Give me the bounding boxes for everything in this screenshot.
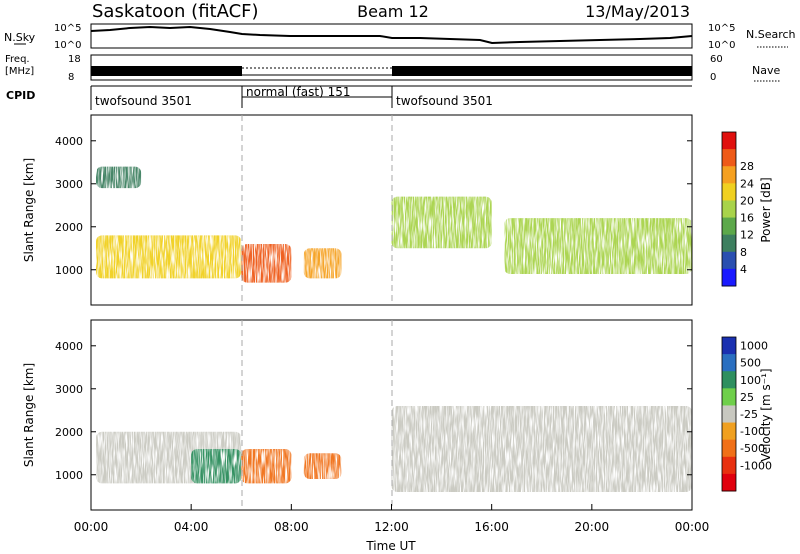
freq-strip: Freq. [MHz] 18 8 60 0 Nave bbox=[5, 54, 780, 83]
time-tick-label-6: 00:00 bbox=[675, 520, 710, 534]
power-region-5 bbox=[96, 166, 142, 189]
nsearch-tick-bottom: 10^0 bbox=[708, 40, 735, 51]
power-ylabel: Slant Range [km] bbox=[22, 158, 36, 262]
cpid-segment-1: twofsound 3501 bbox=[95, 94, 192, 108]
power-colorbar-tick-4: 20 bbox=[740, 194, 754, 207]
power-colorbar-tick-3: 16 bbox=[740, 212, 754, 225]
velocity-colorbar-swatch-8 bbox=[722, 473, 736, 492]
power-region-1 bbox=[241, 243, 292, 283]
velocity-ytick-label-2: 3000 bbox=[55, 383, 83, 396]
nsearch-tick-top: 10^5 bbox=[708, 23, 735, 34]
velocity-colorbar-swatch-3 bbox=[722, 388, 736, 406]
time-tick-label-5: 20:00 bbox=[575, 520, 610, 534]
cpid-strip: CPID twofsound 3501 normal (fast) 151 tw… bbox=[6, 85, 692, 110]
power-colorbar-tick-5: 24 bbox=[740, 177, 754, 190]
power-ytick-label-1: 2000 bbox=[55, 221, 83, 234]
power-colorbar-swatch-6 bbox=[722, 234, 736, 253]
velocity-colorbar-swatch-5 bbox=[722, 422, 736, 441]
velocity-ytick-label-1: 2000 bbox=[55, 426, 83, 439]
velocity-colorbar-swatch-4 bbox=[722, 405, 736, 424]
velocity-colorbar-tick-5: -100 bbox=[740, 425, 765, 438]
velocity-scatter-regions bbox=[96, 405, 692, 492]
power-region-2 bbox=[303, 248, 342, 279]
velocity-region-2 bbox=[241, 448, 292, 484]
power-colorbar-frame bbox=[721, 131, 737, 287]
nsky-label: N.Sky bbox=[4, 31, 36, 44]
velocity-ylabel: Slant Range [km] bbox=[22, 363, 36, 467]
velocity-colorbar-tick-4: -25 bbox=[740, 408, 758, 421]
power-colorbar-swatch-3 bbox=[722, 183, 736, 201]
nsky-tick-top: 10^5 bbox=[54, 23, 81, 34]
power-scatter-regions bbox=[96, 166, 692, 283]
velocity-colorbar-tick-3: 25 bbox=[740, 391, 754, 404]
time-tick-label-3: 12:00 bbox=[374, 520, 409, 534]
velocity-ytick-label-3: 4000 bbox=[55, 340, 83, 353]
nsky-tick-bottom: 10^0 bbox=[54, 40, 81, 51]
power-ytick-label-0: 1000 bbox=[55, 264, 83, 277]
freq-tick-top: 18 bbox=[68, 54, 81, 65]
velocity-colorbar-label: Velocity [m s⁻¹] bbox=[759, 368, 773, 461]
power-colorbar-tick-1: 8 bbox=[740, 246, 747, 259]
power-region-4 bbox=[504, 218, 692, 275]
power-colorbar-swatch-0 bbox=[722, 132, 736, 150]
time-tick-label-1: 04:00 bbox=[174, 520, 209, 534]
power-colorbar-swatch-8 bbox=[722, 268, 736, 287]
power-region-0 bbox=[96, 235, 242, 279]
beam-title: Beam 12 bbox=[357, 2, 429, 21]
power-ytick-label-2: 3000 bbox=[55, 178, 83, 191]
velocity-region-4 bbox=[391, 405, 692, 492]
time-tick-label-0: 00:00 bbox=[74, 520, 109, 534]
velocity-colorbar-swatch-2 bbox=[722, 371, 736, 389]
power-colorbar-swatch-2 bbox=[722, 166, 736, 184]
velocity-colorbar-tick-0: 1000 bbox=[740, 340, 768, 353]
power-colorbar-swatch-1 bbox=[722, 149, 736, 167]
freq-band-left bbox=[91, 66, 242, 76]
nave-label: Nave bbox=[752, 64, 780, 77]
nave-tick-bottom: 0 bbox=[710, 72, 716, 83]
freq-band-right bbox=[392, 66, 692, 76]
cpid-label: CPID bbox=[6, 89, 35, 102]
time-axis-label: Time UT bbox=[365, 539, 416, 553]
power-colorbar-tick-6: 28 bbox=[740, 160, 754, 173]
velocity-colorbar-swatch-0 bbox=[722, 337, 736, 355]
velocity-colorbar-tick-6: -500 bbox=[740, 442, 765, 455]
nsky-trace bbox=[90, 25, 693, 45]
velocity-colorbar-frame bbox=[721, 336, 737, 492]
power-ytick-label-3: 4000 bbox=[55, 135, 83, 148]
velocity-colorbar-swatch-1 bbox=[722, 354, 736, 372]
freq-label-line2: [MHz] bbox=[5, 66, 34, 77]
station-title: Saskatoon (fitACF) bbox=[92, 1, 259, 22]
power-colorbar-tick-2: 12 bbox=[740, 229, 754, 242]
nave-tick-top: 60 bbox=[710, 54, 723, 65]
velocity-region-3 bbox=[303, 453, 342, 480]
freq-label-line1: Freq. bbox=[5, 54, 30, 65]
power-panel: 1000 2000 3000 4000 Slant Range [km] 4 8 12 16… bbox=[22, 114, 773, 306]
freq-tick-bottom: 8 bbox=[68, 72, 74, 83]
velocity-colorbar-swatch-7 bbox=[722, 456, 736, 475]
velocity-colorbar-tick-1: 500 bbox=[740, 357, 761, 370]
power-colorbar-tick-0: 4 bbox=[740, 263, 747, 276]
power-colorbar-swatch-4 bbox=[722, 200, 736, 219]
power-region-3 bbox=[391, 196, 492, 249]
velocity-colorbar-tick-7: -1000 bbox=[740, 459, 772, 472]
power-colorbar-swatch-7 bbox=[722, 251, 736, 270]
power-colorbar-label: Power [dB] bbox=[759, 177, 773, 242]
velocity-ytick-label-0: 1000 bbox=[55, 469, 83, 482]
power-colorbar-swatch-5 bbox=[722, 217, 736, 236]
velocity-colorbar-swatch-6 bbox=[722, 439, 736, 458]
cpid-segment-3: twofsound 3501 bbox=[396, 94, 493, 108]
cpid-segment-2: normal (fast) 151 bbox=[246, 85, 350, 99]
time-tick-label-4: 16:00 bbox=[474, 520, 509, 534]
velocity-colorbar-tick-2: 100 bbox=[740, 374, 761, 387]
nsearch-label: N.Search bbox=[746, 28, 796, 41]
velocity-region-1 bbox=[191, 448, 242, 484]
date-title: 13/May/2013 bbox=[585, 2, 690, 21]
time-tick-label-2: 08:00 bbox=[274, 520, 309, 534]
nsky-strip: N.Sky 10^5 10^0 N.Search 10^5 10^0 bbox=[4, 23, 796, 51]
velocity-panel: 1000 2000 3000 4000 Slant Range [km] 1000 50… bbox=[22, 319, 773, 553]
